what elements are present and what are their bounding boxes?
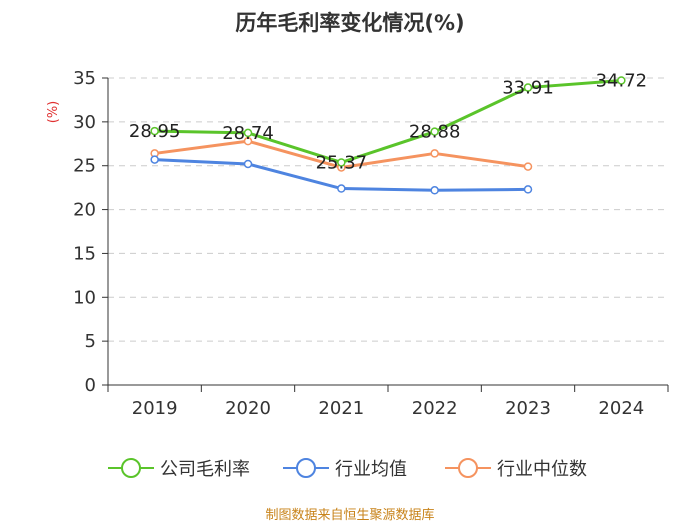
legend-label: 行业中位数	[497, 459, 587, 480]
data-label: 33.91	[502, 78, 554, 99]
legend-marker	[458, 458, 478, 478]
y-tick-label: 25	[73, 156, 96, 177]
y-tick-label: 5	[85, 331, 96, 352]
data-point	[243, 128, 253, 138]
data-point	[337, 158, 346, 167]
data-point	[430, 149, 439, 158]
data-point	[430, 127, 439, 136]
y-tick-label: 15	[73, 243, 96, 264]
x-tick-label: 2022	[412, 398, 458, 419]
data-point	[243, 159, 253, 169]
data-point	[243, 136, 253, 146]
y-tick-label: 30	[73, 112, 96, 133]
x-tick-label: 2021	[318, 398, 364, 419]
y-tick-label: 20	[73, 200, 96, 221]
data-point	[150, 126, 159, 136]
data-point	[430, 186, 439, 195]
data-label: 28.88	[409, 122, 461, 143]
data-label: 28.74	[222, 123, 274, 144]
grid-layer	[108, 77, 668, 342]
legend-label: 公司毛利率	[160, 459, 250, 480]
source-note: 制图数据来自恒生聚源数据库	[265, 507, 434, 523]
data-label: 25.37	[316, 152, 368, 173]
legend-item-1: 行业均值	[283, 458, 407, 480]
data-point	[523, 83, 533, 92]
data-point	[523, 185, 533, 194]
x-tick-label: 2024	[598, 398, 644, 419]
legend-item-0: 公司毛利率	[108, 458, 250, 480]
legend-marker	[121, 458, 141, 478]
data-label: 34.72	[596, 70, 648, 91]
data-label: 28.95	[129, 121, 181, 142]
series-line-0	[154, 78, 622, 164]
chart-title: 历年毛利率变化情况(%)	[235, 11, 464, 35]
data-point	[150, 155, 159, 164]
legend-marker	[296, 458, 316, 478]
data-point	[337, 184, 346, 193]
data-point	[617, 76, 626, 85]
y-axis-label: (%)	[46, 101, 61, 124]
y-tick-label: 0	[85, 375, 96, 396]
legend: 公司毛利率 行业均值 行业中位数	[108, 458, 587, 480]
data-point	[523, 162, 533, 171]
x-tick-label: 2019	[132, 398, 178, 419]
axis-layer: 0 5 10 15 20 25 30 35 2019 2020 2021 2022 2023 2024	[73, 68, 669, 419]
y-tick-label: 35	[73, 68, 96, 89]
legend-label: 行业均值	[335, 459, 407, 480]
legend-item-2: 行业中位数	[445, 458, 587, 480]
y-tick-label: 10	[73, 287, 96, 308]
series-layer	[150, 76, 626, 195]
x-tick-label: 2023	[505, 398, 551, 419]
x-tick-label: 2020	[225, 398, 271, 419]
data-label-layer: 28.95 28.74 25.37 28.88 33.91 34.72	[129, 70, 647, 173]
